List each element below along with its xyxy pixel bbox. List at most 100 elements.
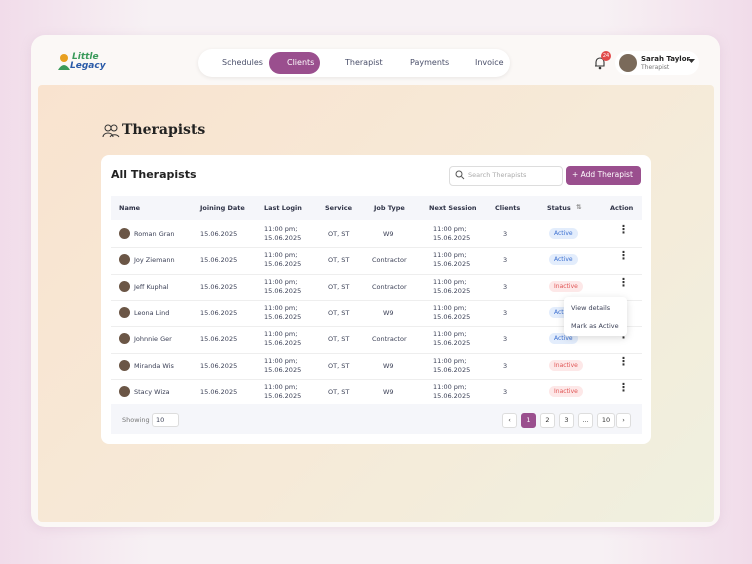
sort-icon: ⇅ — [576, 203, 582, 211]
cell-clients: 3 — [503, 282, 508, 291]
action-menu-button[interactable]: ⋮ — [618, 223, 629, 236]
cell-next-session: 11:00 pm; — [433, 356, 467, 365]
cell-joining: 15.06.2025 — [200, 308, 238, 317]
cell-next-session: 11:00 pm; — [433, 277, 467, 286]
cell-last-login: 11:00 pm; — [264, 277, 298, 286]
cell-name: Joy Ziemann — [134, 256, 175, 265]
cell-job-type: W9 — [383, 230, 394, 238]
user-avatar — [619, 54, 637, 72]
cell-service: OT, ST — [328, 230, 350, 238]
cell-joining: 15.06.2025 — [200, 256, 238, 265]
cell-name: Johnnie Ger — [134, 335, 172, 344]
column-header: Last Login — [264, 204, 302, 212]
page-button[interactable]: 1 — [521, 413, 536, 428]
cell-next-session: 11:00 pm; — [433, 382, 467, 391]
nav-tab[interactable]: Schedules — [222, 58, 263, 67]
nav-tab[interactable]: Clients — [269, 52, 321, 74]
cell-job-type: W9 — [383, 387, 394, 396]
bell-icon[interactable] — [592, 55, 608, 71]
action-menu-button[interactable]: ⋮ — [618, 275, 629, 289]
avatar — [119, 254, 130, 266]
cell-last-login: 11:00 pm; — [264, 356, 298, 365]
avatar — [119, 333, 130, 345]
cell-last-login: 11:00 pm; — [264, 382, 298, 391]
cell-last-login: 15.06.2025 — [264, 312, 302, 321]
cell-next-session: 11:00 pm; — [433, 225, 467, 233]
cell-last-login: 15.06.2025 — [264, 365, 302, 374]
cell-service: OT, ST — [328, 308, 350, 317]
user-role: Therapist — [641, 64, 670, 71]
cell-next-session: 15.06.2025 — [433, 234, 471, 242]
column-header: Clients — [495, 204, 521, 212]
menu-item[interactable]: Mark as Active — [571, 322, 619, 330]
logo-icon — [58, 54, 70, 70]
search-icon — [455, 170, 465, 180]
cell-next-session: 15.06.2025 — [433, 339, 471, 348]
row-divider — [111, 326, 642, 328]
cell-next-session: 11:00 pm; — [433, 251, 467, 260]
cell-service: OT, ST — [328, 387, 350, 396]
action-menu-button[interactable]: ⋮ — [618, 354, 629, 368]
row-divider — [111, 247, 642, 249]
cell-name: Miranda Wis — [134, 361, 174, 370]
cell-next-session: 15.06.2025 — [433, 312, 471, 321]
logo-line: Legacy — [70, 61, 106, 71]
column-header: Action — [610, 204, 634, 212]
search-placeholder: Search Therapists — [468, 171, 527, 179]
next-page[interactable]: › — [616, 413, 631, 428]
action-menu-button[interactable]: ⋮ — [618, 249, 629, 263]
add-button[interactable] — [566, 166, 641, 185]
cell-service: OT, ST — [328, 282, 350, 291]
cell-joining: 15.06.2025 — [200, 230, 238, 238]
cell-job-type: W9 — [383, 308, 394, 317]
cell-name: Jeff Kuphal — [134, 282, 169, 291]
page-title: Therapists — [122, 122, 206, 138]
nav-tab[interactable]: Invoice — [475, 58, 504, 67]
notification-badge: 24 — [601, 51, 611, 61]
cell-next-session: 15.06.2025 — [433, 286, 471, 295]
cell-last-login: 11:00 pm; — [264, 303, 298, 312]
cell-last-login: 15.06.2025 — [264, 286, 302, 295]
cell-last-login: 11:00 pm; — [264, 251, 298, 260]
nav-tab[interactable]: Therapist — [345, 58, 383, 67]
search-box[interactable] — [449, 166, 563, 186]
column-header: Next Session — [429, 204, 477, 212]
page-button[interactable]: 10 — [597, 413, 615, 428]
avatar — [119, 228, 130, 239]
cell-job-type: W9 — [383, 361, 394, 370]
add-button-text: Add Therapist — [580, 170, 633, 179]
column-header: Service — [325, 204, 353, 212]
page-size-select[interactable]: 10 — [152, 413, 179, 427]
showing-label: Showing — [122, 416, 150, 424]
action-menu-button[interactable]: ⋮ — [618, 380, 629, 394]
nav-tab[interactable]: Payments — [410, 58, 450, 67]
cell-service: OT, ST — [328, 361, 350, 370]
cell-next-session: 15.06.2025 — [433, 365, 471, 374]
cell-clients: 3 — [503, 361, 508, 370]
prev-page[interactable]: ‹ — [502, 413, 517, 428]
cell-name: Roman Gran — [134, 230, 175, 238]
status-badge: Active — [549, 254, 578, 266]
cell-service: OT, ST — [328, 256, 350, 265]
cell-clients: 3 — [503, 308, 508, 317]
cell-last-login: 15.06.2025 — [264, 260, 302, 269]
page-button[interactable]: 2 — [540, 413, 555, 428]
cell-name: Leona Lind — [134, 308, 170, 317]
page-button[interactable]: 3 — [559, 413, 574, 428]
cell-job-type: Contractor — [372, 335, 407, 344]
card-title: All Therapists — [111, 168, 197, 181]
user-name: Sarah Taylor — [641, 55, 690, 63]
cell-name: Stacy Wiza — [134, 387, 170, 396]
status-badge: Inactive — [549, 385, 583, 397]
avatar — [119, 280, 130, 292]
menu-item[interactable]: View details — [571, 304, 611, 312]
page-button[interactable]: ... — [578, 413, 593, 428]
logo-line: Little — [72, 52, 99, 62]
cell-last-login: 11:00 pm; — [264, 225, 298, 233]
status-badge: Active — [549, 228, 578, 239]
cell-clients: 3 — [503, 387, 508, 396]
nav-bar — [198, 49, 510, 77]
cell-joining: 15.06.2025 — [200, 282, 238, 291]
row-divider — [111, 273, 642, 275]
